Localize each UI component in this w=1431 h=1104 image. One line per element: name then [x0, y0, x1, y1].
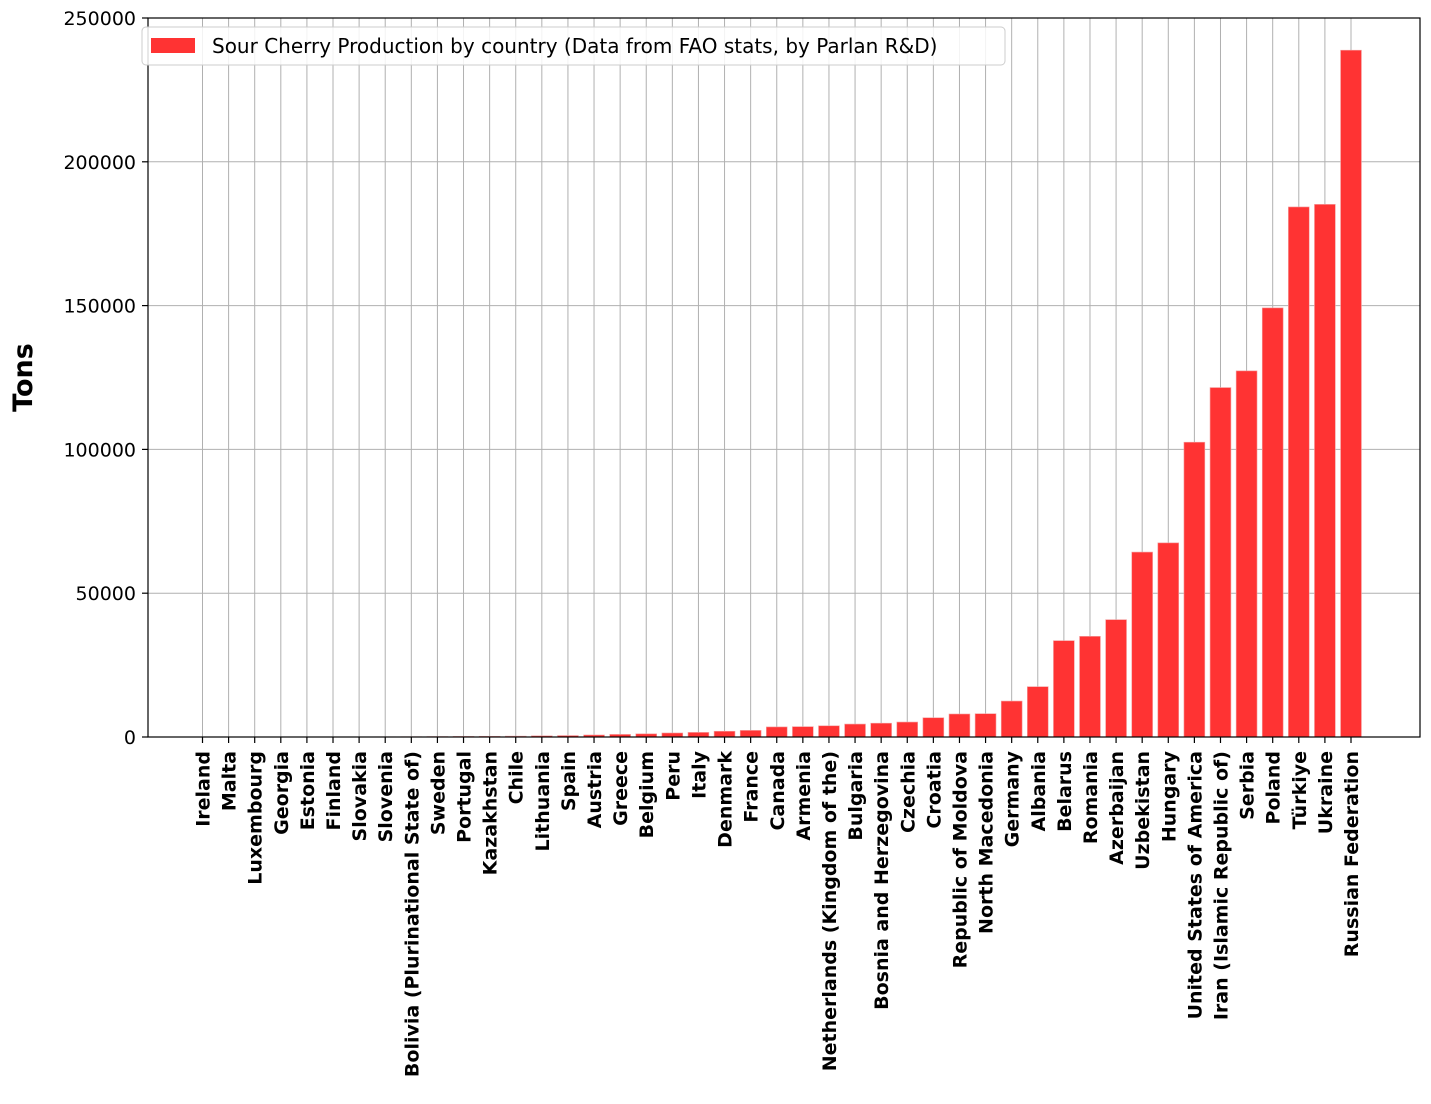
x-tick-label: Finland — [323, 751, 345, 830]
x-tick-label: Portugal — [454, 751, 476, 843]
bar — [1053, 640, 1075, 738]
bar — [1209, 387, 1232, 738]
bars — [191, 49, 1362, 738]
x-tick-label: Russian Federation — [1341, 751, 1363, 957]
x-axis-ticks: Ireland Malta Luxembourg Georgia Estonia Finl… — [193, 737, 1363, 1077]
bar — [948, 713, 971, 738]
x-tick-label: Georgia — [271, 751, 293, 835]
x-tick-label: Kazakhstan — [480, 751, 502, 875]
x-tick-label: Romania — [1080, 751, 1102, 844]
bar — [739, 730, 762, 738]
bar — [1340, 49, 1362, 738]
x-tick-label: Ukraine — [1315, 751, 1337, 834]
x-tick-label: Austria — [584, 751, 606, 828]
x-tick-label: Lithuania — [532, 751, 554, 851]
x-tick-label: United States of America — [1184, 751, 1206, 1019]
bar — [974, 713, 997, 738]
x-tick-label: Croatia — [923, 751, 945, 829]
x-tick-label: Albania — [1028, 751, 1050, 832]
legend: Sour Cherry Production by country (Data … — [141, 26, 1006, 66]
bar — [1314, 204, 1336, 738]
bar — [766, 726, 788, 738]
x-tick-label: Slovakia — [349, 751, 371, 841]
y-axis-ticks: 0 50000 100000 150000 200000 250000 — [63, 8, 148, 749]
y-tick-label: 100000 — [63, 439, 136, 461]
x-tick-label: Hungary — [1158, 750, 1180, 842]
bar — [661, 732, 684, 738]
x-tick-label: Chile — [506, 751, 528, 804]
x-tick-label: Republic of Moldova — [949, 751, 971, 968]
y-tick-label: 250000 — [63, 8, 136, 30]
x-tick-label: Bulgaria — [845, 751, 867, 841]
bar — [1261, 307, 1284, 738]
bar — [896, 721, 919, 738]
bar — [1131, 551, 1153, 738]
x-tick-label: Czechia — [897, 751, 919, 833]
x-tick-label: Netherlands (Kingdom of the) — [819, 751, 841, 1071]
legend-swatch — [151, 38, 195, 53]
bar — [818, 725, 840, 738]
x-tick-label: Spain — [558, 751, 580, 811]
bar — [844, 723, 866, 738]
x-tick-label: Armenia — [793, 751, 815, 841]
x-tick-label: Serbia — [1237, 751, 1259, 820]
y-tick-label: 200000 — [63, 152, 136, 174]
bar — [1079, 636, 1101, 738]
bar — [687, 732, 710, 738]
x-tick-label: Germany — [1002, 750, 1024, 847]
x-tick-label: Slovenia — [375, 751, 397, 842]
x-tick-label: Malta — [219, 751, 241, 811]
bar — [1000, 700, 1023, 738]
x-tick-label: France — [741, 751, 763, 823]
y-axis-label: Tons — [8, 343, 39, 412]
x-tick-label: Estonia — [297, 751, 319, 830]
x-tick-label: Denmark — [715, 751, 737, 848]
bar — [1027, 686, 1049, 738]
x-tick-label: Sweden — [427, 751, 449, 835]
y-tick-label: 150000 — [63, 296, 136, 318]
bar — [713, 730, 736, 738]
plot-frame — [147, 17, 1421, 738]
legend-box — [141, 26, 1006, 66]
bar — [1288, 206, 1310, 738]
legend-label: Sour Cherry Production by country (Data … — [212, 34, 937, 58]
x-tick-label: Italy — [688, 750, 710, 798]
x-tick-label: Türkiye — [1289, 751, 1311, 829]
bar — [792, 726, 814, 738]
x-tick-label: Iran (Islamic Republic of) — [1210, 751, 1232, 1020]
x-tick-label: Peru — [662, 751, 684, 801]
x-tick-label: Azerbaijan — [1106, 751, 1128, 865]
bar — [1157, 542, 1180, 738]
bar — [1105, 619, 1127, 738]
x-tick-label: Ireland — [193, 751, 215, 827]
bar — [922, 717, 945, 738]
bar — [1183, 441, 1206, 738]
y-tick-label: 0 — [124, 727, 136, 749]
x-tick-label: Luxembourg — [245, 751, 267, 885]
x-tick-label: North Macedonia — [976, 751, 998, 934]
x-tick-label: Uzbekistan — [1132, 751, 1154, 870]
x-tick-label: Poland — [1263, 751, 1285, 824]
x-tick-label: Belarus — [1054, 751, 1076, 832]
bar — [870, 722, 892, 738]
x-tick-label: Belgium — [636, 751, 658, 838]
x-tick-label: Canada — [767, 751, 789, 831]
x-tick-label: Bolivia (Plurinational State of) — [401, 751, 423, 1077]
y-tick-label: 50000 — [76, 583, 136, 605]
x-tick-label: Greece — [610, 751, 632, 826]
bar — [1235, 370, 1258, 738]
x-tick-label: Bosnia and Herzegovina — [871, 751, 893, 1010]
